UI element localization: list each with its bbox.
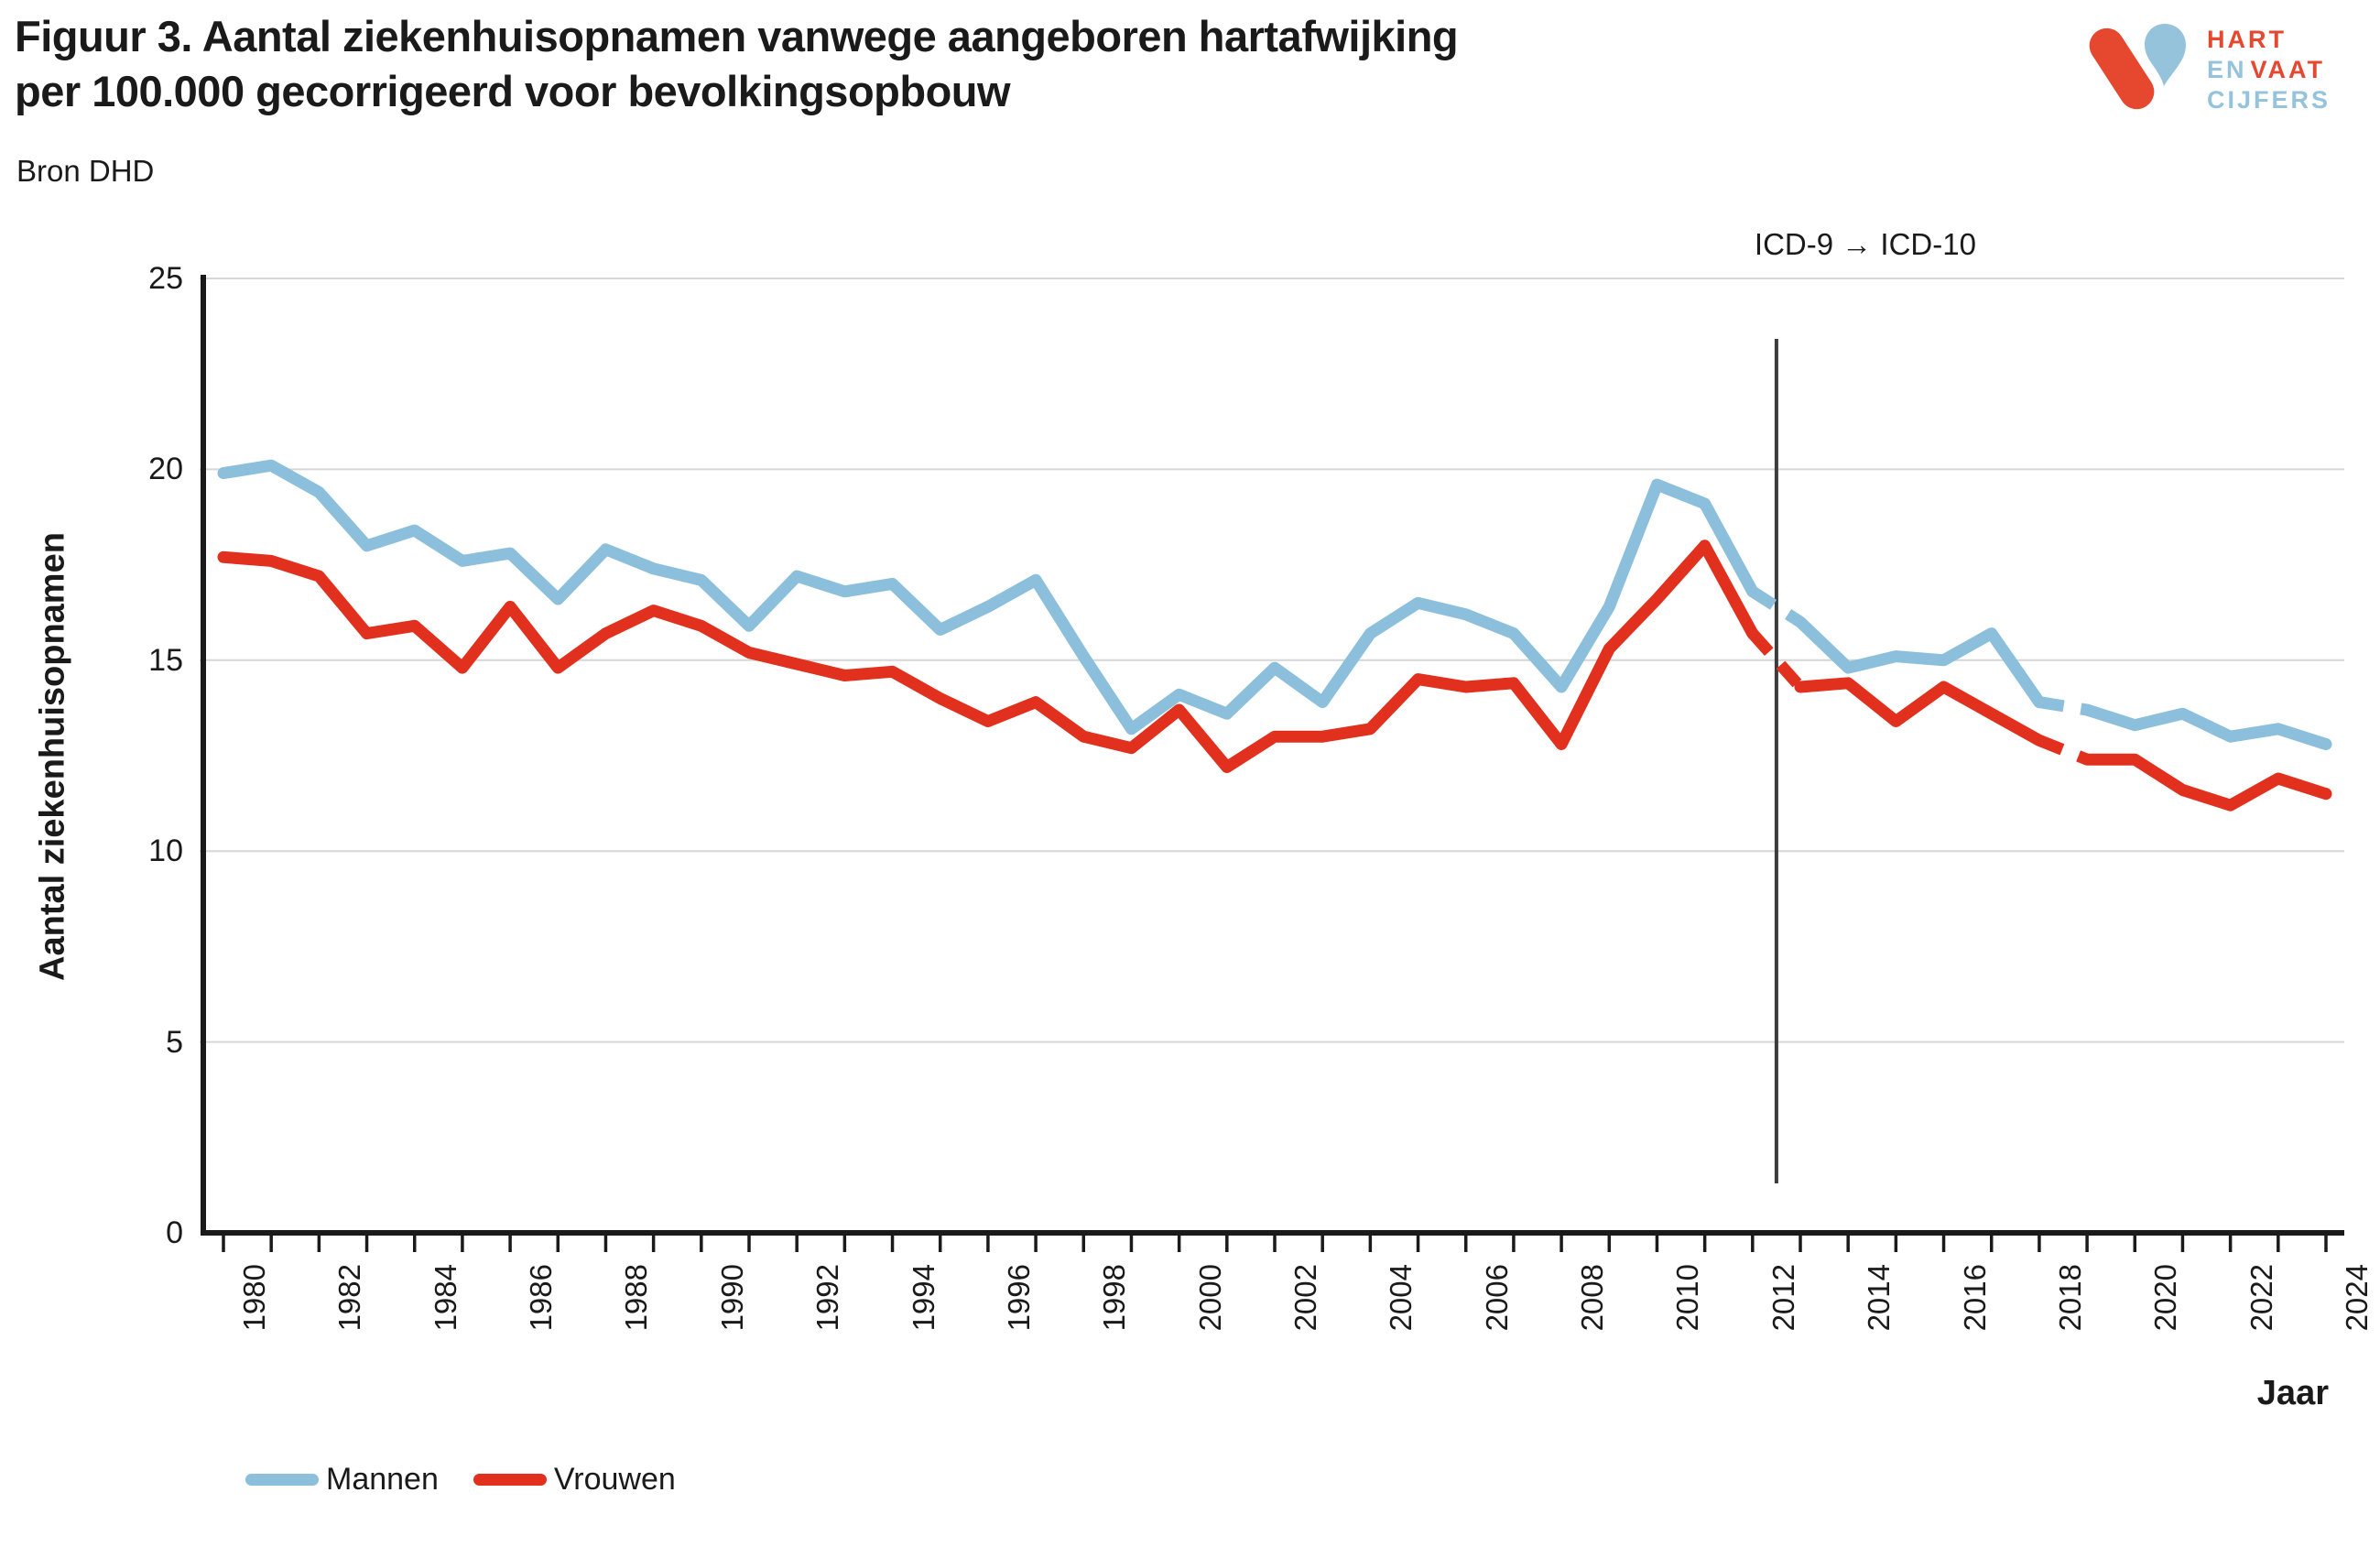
title-line-1: Figuur 3. Aantal ziekenhuisopnamen vanwe… [15,12,1459,60]
vrouwen-line-solid [1794,677,2046,746]
source-label: Bron DHD [16,154,155,188]
title-line-2: per 100.000 gecorrigeerd voor bevolkings… [15,67,1011,115]
vrouwen-line-solid [2081,753,2332,812]
mannen-line-dashed [1749,586,1804,627]
page-title: Figuur 3. Aantal ziekenhuisopnamen vanwe… [15,9,1459,119]
logo-word-hart: HART [2207,26,2287,53]
vrouwen-line-solid [217,539,1759,773]
logo-word-vaat: VAAT [2251,56,2326,83]
vrouwen-line-dashed [1747,629,1805,692]
mannen-line-dashed [2038,696,2089,716]
vrouwen-line-dashed [2037,735,2090,766]
vrouwen-line-swatch [473,1474,547,1486]
legend-label-mannen: Mannen [326,1462,439,1497]
x-axis-title: Jaar [2256,1374,2329,1412]
y-axis-title: Aantal ziekenhuisopnamen [33,532,72,981]
mannen-line-solid [2081,703,2332,750]
mannen-line-solid [217,459,1759,735]
mannen-line-swatch [245,1474,319,1486]
logo-word-cijfers: CIJFERS [2207,86,2331,114]
heart-v-icon [2089,24,2186,110]
legend: Mannen Vrouwen [245,1462,676,1498]
legend-item-vrouwen: Vrouwen [473,1462,676,1498]
logo-word-en: EN [2207,56,2247,83]
legend-label-vrouwen: Vrouwen [553,1462,676,1497]
hartenvaatcijfers-logo: HART EN VAAT CIJFERS [2089,24,2331,114]
icd-transition-annotation: ICD-9 → ICD-10 [1754,227,1976,261]
mannen-line-solid [1794,616,2046,709]
legend-item-mannen: Mannen [245,1462,439,1498]
